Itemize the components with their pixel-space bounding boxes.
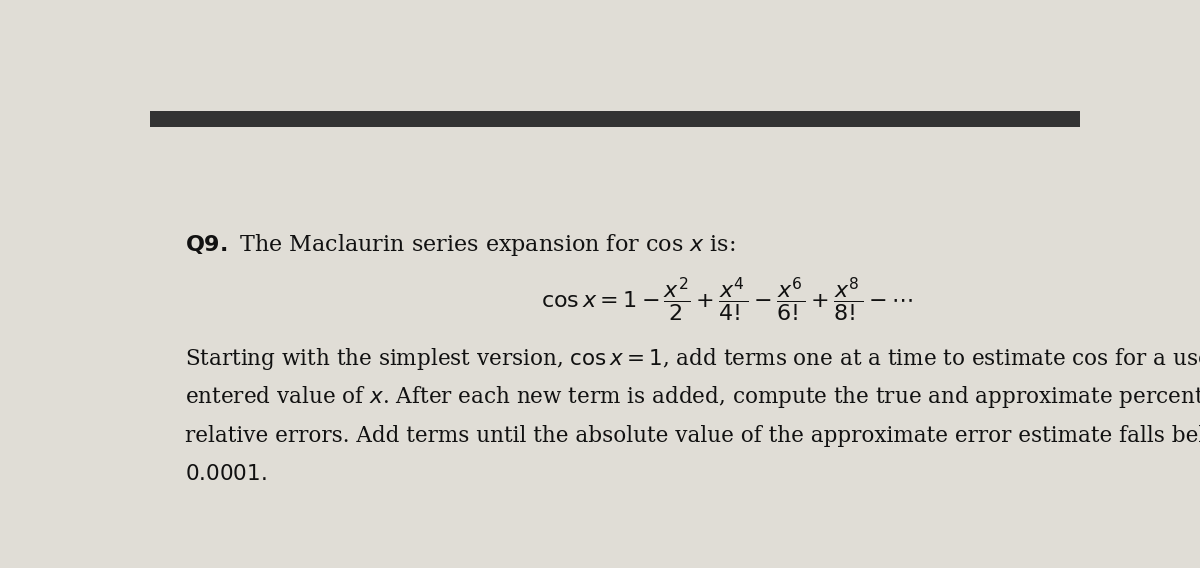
Text: $\bf{Q9.}$ The Maclaurin series expansion for cos $\mathit{x}$ is:: $\bf{Q9.}$ The Maclaurin series expansio… [185, 232, 736, 258]
Text: Starting with the simplest version, $\cos x = 1$, add terms one at a time to est: Starting with the simplest version, $\co… [185, 346, 1200, 372]
Text: $0.0001.$: $0.0001.$ [185, 463, 268, 486]
Text: $\cos x = 1 - \dfrac{x^2}{2} + \dfrac{x^4}{4!} - \dfrac{x^6}{6!} + \dfrac{x^8}{8: $\cos x = 1 - \dfrac{x^2}{2} + \dfrac{x^… [540, 276, 912, 324]
Text: entered value of $x$. After each new term is added, compute the true and approxi: entered value of $x$. After each new ter… [185, 385, 1200, 411]
Text: relative errors. Add terms until the absolute value of the approximate error est: relative errors. Add terms until the abs… [185, 425, 1200, 447]
FancyBboxPatch shape [150, 111, 1080, 127]
